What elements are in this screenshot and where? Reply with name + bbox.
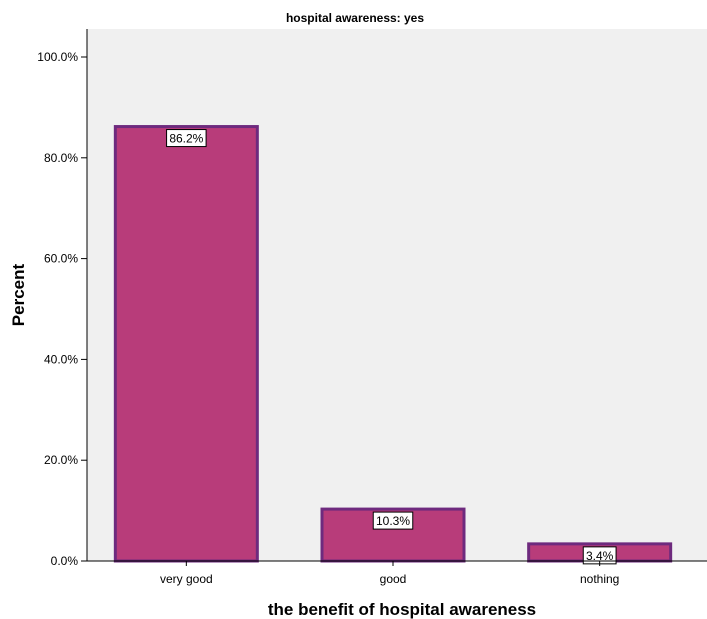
y-tick-label: 60.0% (44, 252, 78, 266)
chart-title: hospital awareness: yes (286, 11, 424, 25)
data-label: 86.2% (169, 132, 203, 146)
y-tick-label: 20.0% (44, 453, 78, 467)
bar (113, 125, 259, 563)
x-tick-label: very good (160, 572, 213, 586)
x-axis-title: the benefit of hospital awareness (268, 600, 536, 619)
data-label: 10.3% (376, 514, 410, 528)
y-tick-label: 40.0% (44, 352, 78, 366)
data-label: 3.4% (586, 549, 614, 563)
x-tick-label: nothing (580, 572, 619, 586)
bars: 86.2% 10.3% 3.4% (113, 125, 673, 565)
bar (320, 507, 466, 563)
x-tick-label: good (380, 572, 407, 586)
y-tick-label: 100.0% (37, 50, 78, 64)
x-axis-ticks: very good good nothing (160, 561, 619, 586)
data-label-box (166, 129, 207, 148)
y-tick-label: 0.0% (51, 554, 79, 568)
y-axis-ticks: 0.0% 20.0% 40.0% 60.0% 80.0% 100.0% (37, 50, 87, 568)
data-label-box (372, 511, 414, 530)
y-tick-label: 80.0% (44, 151, 78, 165)
y-axis-title: Percent (9, 263, 28, 326)
